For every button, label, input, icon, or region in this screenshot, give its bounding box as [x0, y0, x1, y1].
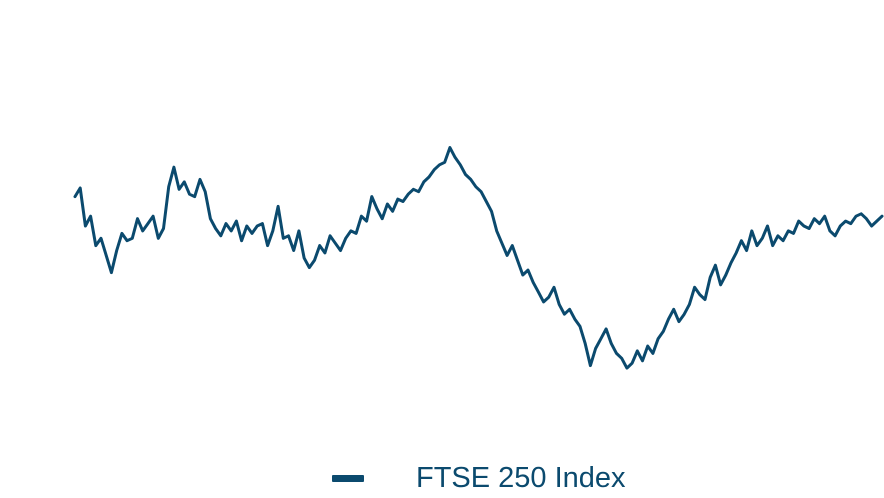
legend-swatch — [332, 474, 364, 482]
series-line-0 — [73, 146, 884, 370]
legend: FTSE 250 Index — [332, 458, 626, 498]
series-layer — [73, 146, 884, 370]
legend-label: FTSE 250 Index — [416, 461, 626, 494]
